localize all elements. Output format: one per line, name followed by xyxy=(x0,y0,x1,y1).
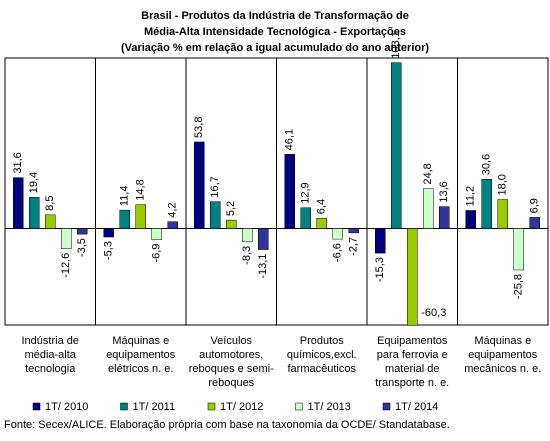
bar xyxy=(77,228,88,235)
value-label: -2,7 xyxy=(348,237,360,256)
category-label: Produtos químicos,excl. farmacêuticos xyxy=(286,335,357,375)
title-line: (Variação % em relação a igual acumulado… xyxy=(121,42,429,54)
bar xyxy=(210,201,221,229)
bar xyxy=(497,199,508,229)
value-label: 11,4 xyxy=(119,186,131,207)
value-label: -25,8 xyxy=(513,274,525,299)
value-label: 6,9 xyxy=(529,198,541,213)
value-label: 30,6 xyxy=(481,154,493,175)
value-label: 14,8 xyxy=(135,179,147,200)
bar xyxy=(391,62,402,229)
value-label: -15,3 xyxy=(374,257,386,282)
value-label: 46,1 xyxy=(284,129,296,150)
category-label: Indústria de média-alta tecnologia xyxy=(21,335,79,375)
value-label: -60,3 xyxy=(421,307,446,319)
value-label: -6,6 xyxy=(332,243,344,262)
title-line: Média-Alta Intensidade Tecnológica - Exp… xyxy=(144,26,406,38)
legend-label: 1T/ 2010 xyxy=(45,401,88,413)
bar xyxy=(135,204,146,229)
value-label: 24,8 xyxy=(422,163,434,184)
bar xyxy=(300,207,311,229)
value-label: 31,6 xyxy=(12,152,24,173)
legend-label: 1T/ 2013 xyxy=(308,401,351,413)
value-label: 18,0 xyxy=(497,174,509,195)
value-label: 19,4 xyxy=(28,172,40,193)
title-line: Brasil - Produtos da Indústria de Transf… xyxy=(141,10,409,22)
bar xyxy=(465,210,476,229)
value-label: 13,6 xyxy=(438,181,450,202)
source: Fonte: Secex/ALICE. Elaboração própria c… xyxy=(4,419,450,431)
value-label: -13,1 xyxy=(257,254,269,279)
legend-swatch xyxy=(207,402,216,411)
legend-label: 1T/ 2014 xyxy=(395,401,438,413)
value-label: 53,8 xyxy=(193,117,205,138)
value-label: -6,9 xyxy=(151,244,163,263)
bar xyxy=(439,206,450,229)
bar xyxy=(316,217,327,229)
bar xyxy=(13,177,24,229)
legend-swatch xyxy=(295,402,303,411)
bar xyxy=(151,228,162,240)
bar xyxy=(194,141,205,229)
value-label: -8,3 xyxy=(241,246,253,265)
bar xyxy=(119,209,130,229)
value-label: 12,9 xyxy=(300,182,312,203)
bar xyxy=(407,228,418,326)
legend-swatch xyxy=(32,402,41,411)
value-label: 5,2 xyxy=(225,201,237,216)
legend-swatch xyxy=(382,402,391,411)
category-label: Equipamentos para ferrovia e material de… xyxy=(375,335,450,389)
category-label: Veículos automotores, reboques e semi-re… xyxy=(188,335,274,389)
category-label: Máquinas e equipamentos elétricos n. e. xyxy=(106,335,176,375)
bar xyxy=(61,228,72,250)
value-label: -5,3 xyxy=(103,241,115,260)
bar xyxy=(103,228,114,238)
bar xyxy=(375,228,386,254)
legend-label: 1T/ 2011 xyxy=(133,401,176,413)
bar xyxy=(513,228,524,271)
value-label: -12,6 xyxy=(60,253,72,278)
category-label: Máquinas e equipamentos mecânicos n. e. xyxy=(464,335,542,375)
bar xyxy=(332,228,343,240)
value-label: 8,5 xyxy=(44,196,56,211)
value-label: -3,5 xyxy=(76,238,88,257)
legend-label: 1T/ 2012 xyxy=(220,401,263,413)
bar xyxy=(226,219,237,229)
bar xyxy=(284,154,295,229)
bar xyxy=(242,228,253,243)
bar xyxy=(29,197,40,229)
value-label: 6,4 xyxy=(316,199,328,214)
bar xyxy=(45,214,56,229)
value-label: 16,7 xyxy=(209,176,221,197)
bar xyxy=(348,228,359,234)
bar xyxy=(529,217,540,229)
value-label: 11,2 xyxy=(465,186,477,207)
bar xyxy=(481,179,492,229)
bar xyxy=(258,228,269,250)
value-label: 4,2 xyxy=(167,202,179,217)
legend-swatch xyxy=(120,402,128,411)
bar xyxy=(423,188,434,229)
bar xyxy=(167,221,178,229)
value-label: 103,1 xyxy=(390,31,402,59)
